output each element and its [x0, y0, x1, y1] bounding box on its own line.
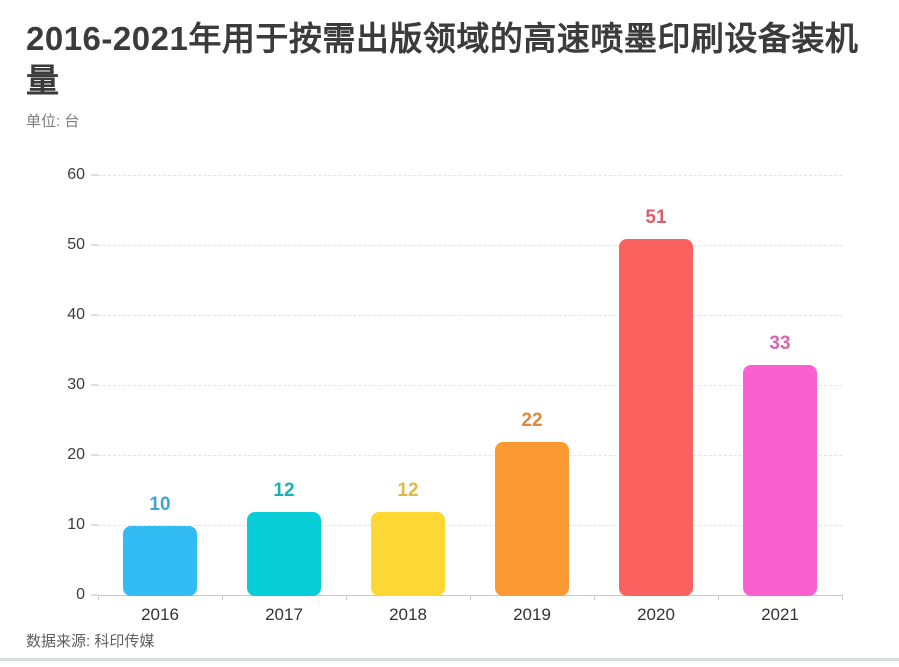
x-axis-tick	[98, 595, 99, 600]
y-axis-tick	[91, 454, 98, 456]
y-axis-label-10: 10	[67, 516, 85, 533]
bar-2018[interactable]	[371, 512, 445, 596]
y-axis-tick	[91, 594, 98, 596]
x-axis-label-2016: 2016	[141, 605, 179, 624]
y-axis-tick	[91, 314, 98, 316]
bar-group-2018: 12 2018	[371, 175, 445, 624]
x-axis-label-2017: 2017	[265, 605, 303, 624]
bar-value-label-2018: 12	[397, 480, 419, 501]
x-axis-tick	[718, 595, 719, 600]
x-axis-tick	[470, 595, 471, 600]
bar-2017[interactable]	[247, 512, 321, 596]
bar-2020[interactable]	[619, 239, 693, 596]
plot-area: 0 10 20 30 40 50 60 10 2016 12 2017 12 2018 22 2019 51 2…	[67, 166, 843, 624]
bar-chart: 0 10 20 30 40 50 60 10 2016 12 2017 12 2018 22 2019 51 2…	[0, 130, 899, 640]
y-axis-label-30: 30	[67, 376, 85, 393]
window-bottom-edge	[0, 658, 899, 661]
gridline-y-10	[98, 525, 842, 526]
bar-value-label-2021: 33	[769, 333, 791, 354]
gridline-y-40	[98, 315, 842, 316]
bar-group-2016: 10 2016	[123, 175, 197, 624]
x-axis-label-2019: 2019	[513, 605, 551, 624]
y-axis-label-0: 0	[76, 586, 85, 603]
x-axis-label-2018: 2018	[389, 605, 427, 624]
y-axis-label-60: 60	[67, 166, 85, 183]
x-axis-tick	[594, 595, 595, 600]
gridline-y-30	[98, 385, 842, 386]
page-title: 2016-2021年用于按需出版领域的高速喷墨印刷设备装机量	[26, 20, 859, 99]
data-source-label: 数据来源: 科印传媒	[26, 633, 155, 650]
bar-value-label-2017: 12	[273, 480, 295, 501]
bar-2019[interactable]	[495, 442, 569, 596]
x-axis-label-2021: 2021	[761, 605, 799, 624]
y-axis-label-50: 50	[67, 236, 85, 253]
x-axis-tick	[346, 595, 347, 600]
bar-value-label-2019: 22	[521, 410, 543, 431]
bar-group-2021: 33 2021	[743, 175, 817, 624]
x-axis-tick	[222, 595, 223, 600]
x-axis-tick	[842, 595, 843, 600]
bar-group-2020: 51 2020	[619, 175, 693, 624]
unit-label: 单位: 台	[26, 113, 80, 130]
gridline-y-20	[98, 455, 842, 456]
y-axis-tick	[91, 524, 98, 526]
y-axis-tick	[91, 384, 98, 386]
gridline-y-50	[98, 245, 842, 246]
bar-group-2019: 22 2019	[495, 175, 569, 624]
bar-2016[interactable]	[123, 526, 197, 596]
y-axis-tick	[91, 174, 98, 176]
y-axis-tick	[91, 244, 98, 246]
bar-value-label-2016: 10	[149, 494, 171, 515]
bar-group-2017: 12 2017	[247, 175, 321, 624]
bar-value-label-2020: 51	[645, 207, 667, 228]
y-axis-label-20: 20	[67, 446, 85, 463]
gridline-y-60	[98, 175, 842, 176]
x-axis-label-2020: 2020	[637, 605, 675, 624]
y-axis-label-40: 40	[67, 306, 85, 323]
bar-2021[interactable]	[743, 365, 817, 596]
